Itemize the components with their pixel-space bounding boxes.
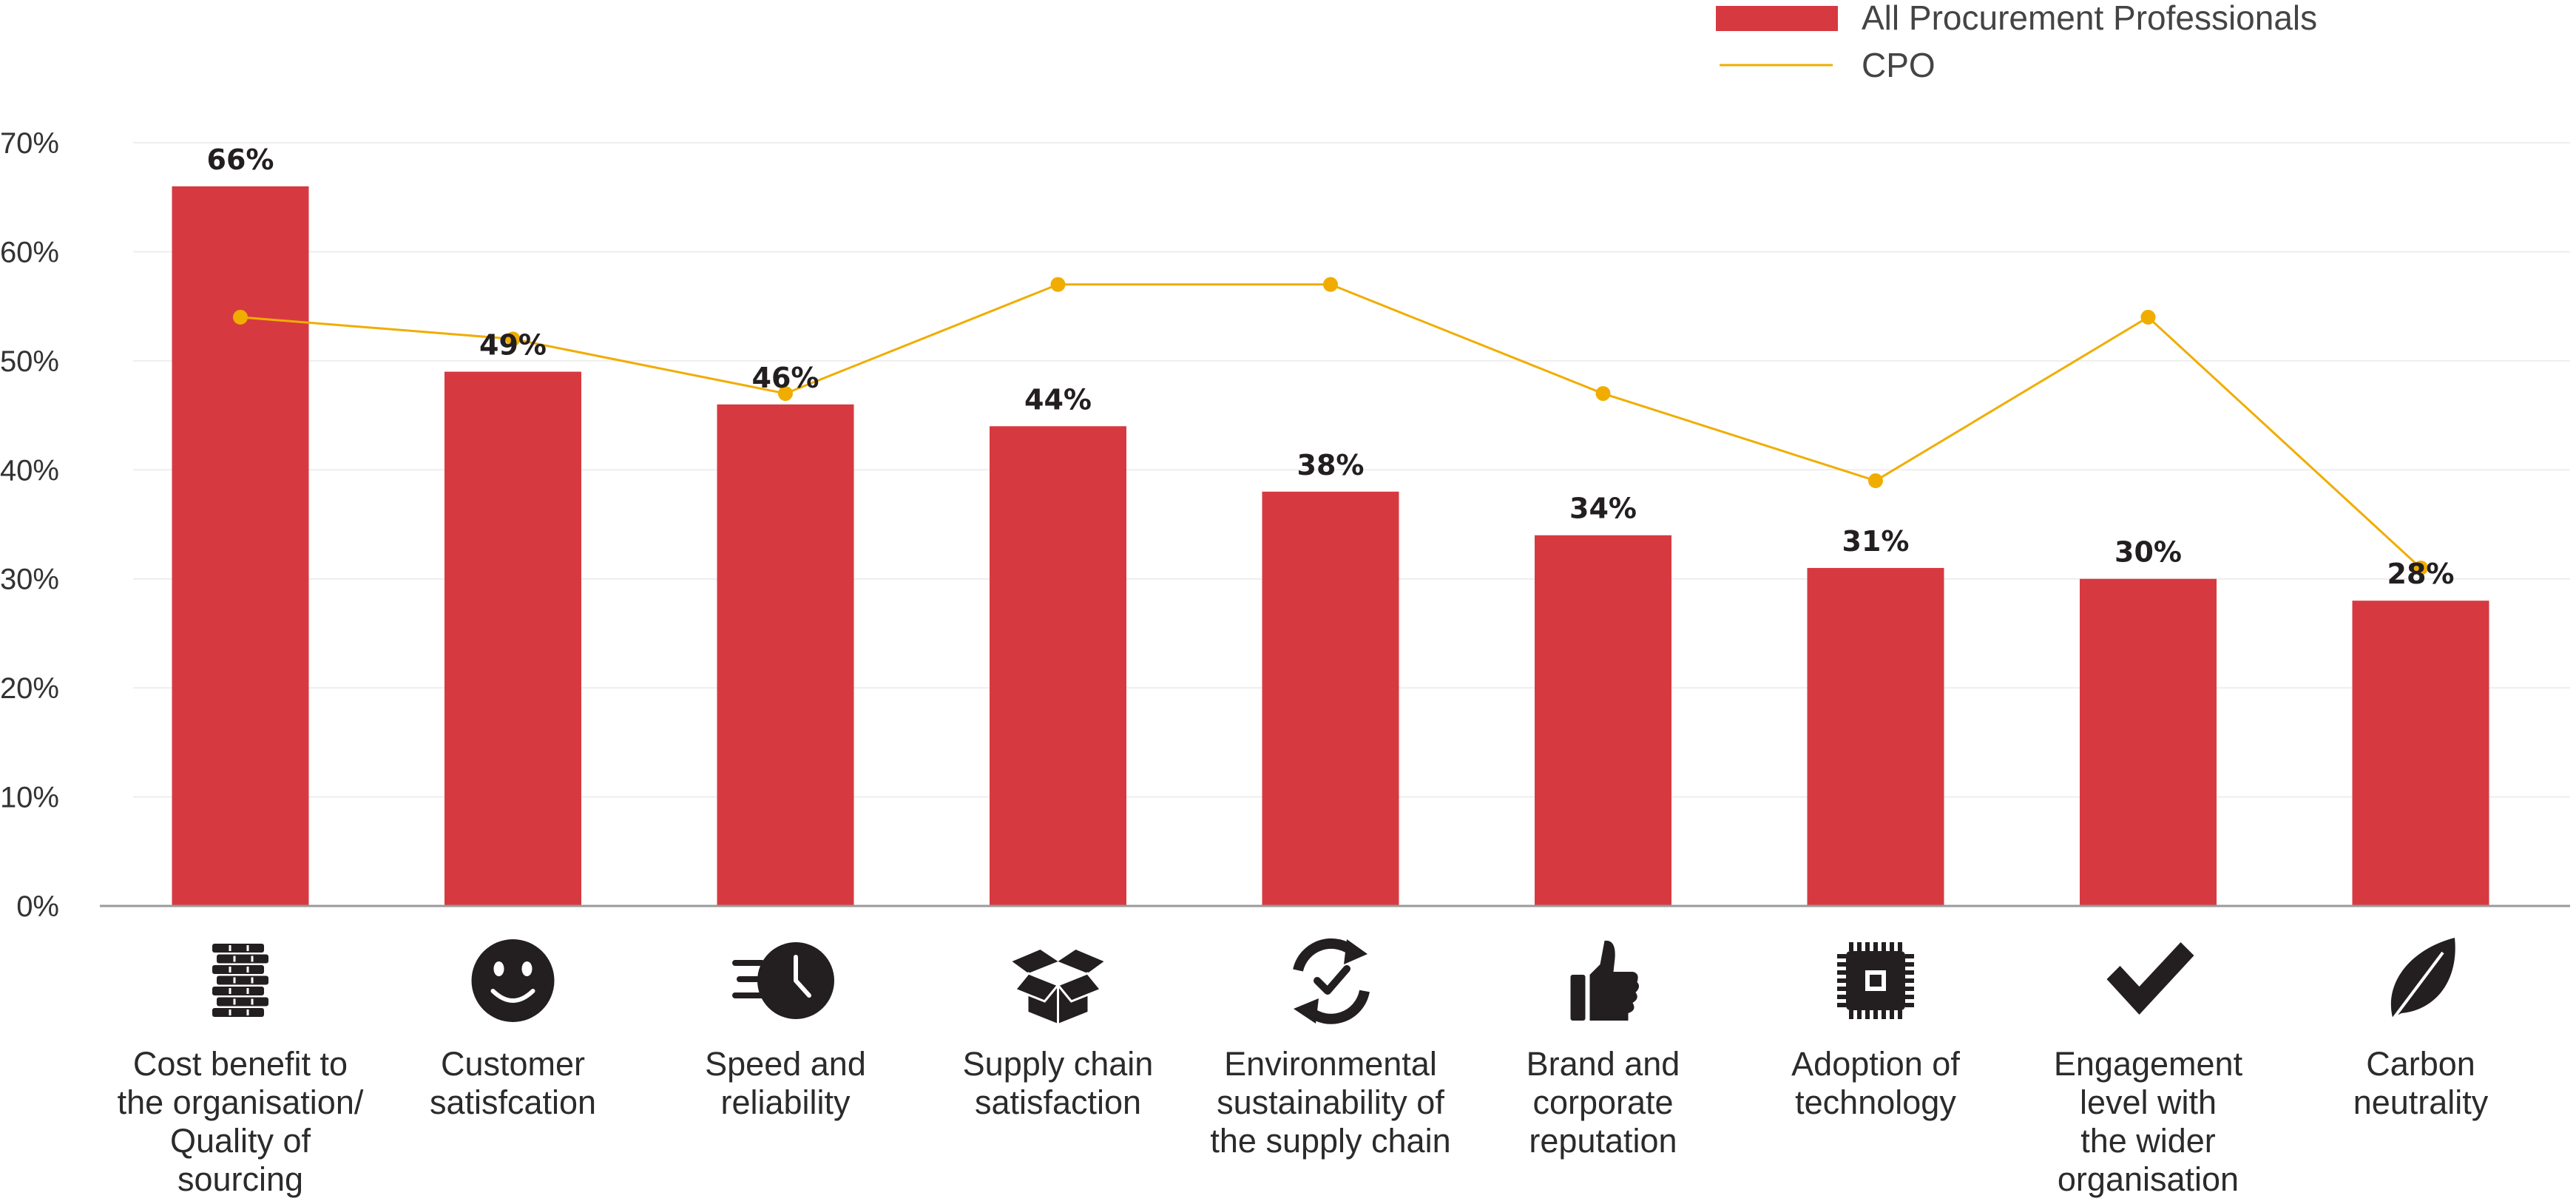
bar xyxy=(2352,601,2489,906)
category-label: Customer satisfcation xyxy=(430,1045,596,1121)
bar xyxy=(1535,535,1671,906)
data-label: 31% xyxy=(1842,525,1910,558)
category-label: Carbon neutrality xyxy=(2353,1045,2489,1121)
data-label: 49% xyxy=(479,329,547,362)
data-labels: 66% 49% 46% 44% 38% 34% 31% 30% 28% xyxy=(207,143,2455,590)
bar xyxy=(990,426,1126,906)
bar xyxy=(172,186,309,906)
legend: All Procurement Professionals CPO xyxy=(1716,0,2317,84)
smiley-face-icon xyxy=(471,939,555,1022)
cpo-point xyxy=(1323,277,1338,292)
bar xyxy=(1807,567,1944,906)
bar xyxy=(444,371,581,907)
data-label: 66% xyxy=(207,143,274,176)
cpo-point xyxy=(778,386,793,402)
y-axis-ticks: 0% 10% 20% 30% 40% 50% 60% 70% xyxy=(0,127,59,923)
y-tick-label: 70% xyxy=(0,127,59,160)
thumbs-up-icon xyxy=(1570,940,1640,1021)
data-label: 38% xyxy=(1297,449,1365,481)
leaf-icon xyxy=(2388,938,2455,1025)
y-tick-label: 10% xyxy=(0,782,59,814)
cpo-point xyxy=(2413,560,2428,575)
category-icons xyxy=(212,938,2455,1025)
legend-label-cpo: CPO xyxy=(1862,46,1936,84)
y-tick-label: 0% xyxy=(16,890,59,923)
category-label: Environmental sustainability of the supply… xyxy=(1210,1045,1450,1160)
y-tick-label: 30% xyxy=(0,564,59,596)
legend-swatch-all-procurement xyxy=(1716,6,1838,31)
cpo-point xyxy=(1595,386,1611,402)
cpo-point xyxy=(505,331,521,347)
recycle-check-icon xyxy=(1293,938,1370,1024)
category-label: Brand and corporate reputation xyxy=(1527,1045,1680,1160)
data-label: 30% xyxy=(2114,536,2182,569)
cpo-line-series xyxy=(233,277,2428,575)
data-label: 46% xyxy=(752,362,819,394)
cpo-point xyxy=(2140,309,2156,325)
category-label: Speed and reliability xyxy=(705,1045,866,1121)
bar xyxy=(717,404,854,906)
category-label: Supply chain satisfaction xyxy=(963,1045,1154,1121)
bar xyxy=(2080,578,2217,906)
legend-label-all-procurement: All Procurement Professionals xyxy=(1862,0,2317,37)
bar xyxy=(1262,491,1399,906)
cpo-point xyxy=(1868,473,1883,489)
y-tick-label: 40% xyxy=(0,454,59,487)
fast-clock-icon xyxy=(732,942,834,1019)
data-label: 34% xyxy=(1569,493,1637,525)
coins-stack-icon xyxy=(212,944,268,1017)
data-label: 44% xyxy=(1024,383,1092,416)
y-tick-label: 20% xyxy=(0,672,59,705)
bar-series xyxy=(172,186,2489,907)
category-label: Cost benefit to the organisation/Quality … xyxy=(118,1045,364,1198)
checkmark-icon xyxy=(2106,942,2194,1015)
category-label: Engagement level with the wider organisatio… xyxy=(2054,1045,2243,1198)
cpo-point xyxy=(233,309,248,325)
y-tick-label: 50% xyxy=(0,345,59,378)
cpo-point xyxy=(1050,277,1066,292)
category-label: Adoption of technology xyxy=(1791,1045,1960,1121)
microchip-icon xyxy=(1837,942,1914,1019)
data-label: 28% xyxy=(2387,558,2455,590)
open-box-icon xyxy=(1012,950,1104,1024)
category-labels: Cost benefit to the organisation/Quality … xyxy=(118,1045,2489,1198)
y-tick-label: 60% xyxy=(0,236,59,268)
